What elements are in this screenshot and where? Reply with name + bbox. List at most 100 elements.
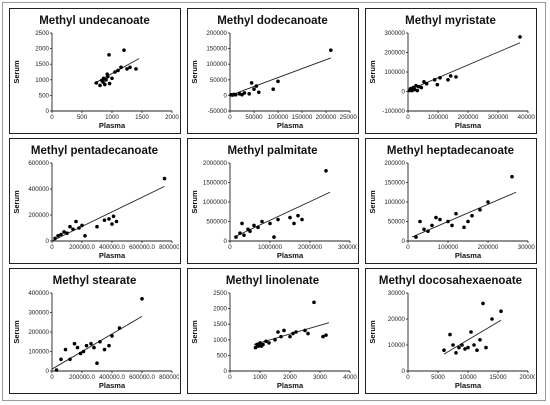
data-point [450, 223, 454, 228]
data-point [454, 75, 458, 79]
x-axis-label: Plasma [277, 251, 304, 260]
data-point [242, 233, 246, 237]
x-tick-label: 4000 [343, 374, 357, 381]
y-tick-label: 0 [224, 92, 228, 99]
y-tick-label: 0 [46, 238, 50, 245]
data-point [98, 339, 102, 344]
x-tick-label: 800000.0 [159, 374, 179, 381]
data-point [438, 76, 442, 80]
data-point [116, 68, 120, 73]
data-point [288, 334, 292, 339]
x-tick-label: 100000 [438, 244, 459, 251]
y-tick-label: 200000 [28, 212, 49, 219]
y-tick-label: 0 [224, 238, 228, 245]
x-tick-label: 150000 [292, 114, 313, 121]
y-tick-label: 2500 [35, 30, 49, 37]
data-point [472, 343, 476, 347]
x-axis-label: Plasma [455, 381, 482, 390]
y-tick-label: 0 [46, 108, 50, 115]
data-point [98, 83, 102, 88]
data-point [478, 338, 482, 342]
x-tick-label: 0 [406, 374, 410, 381]
data-point [264, 339, 268, 344]
data-point [490, 317, 494, 321]
y-tick-label: 50000 [388, 219, 406, 226]
y-tick-label: 600000 [28, 160, 49, 167]
data-point [481, 301, 485, 306]
data-point [463, 347, 467, 351]
data-point [242, 91, 247, 95]
x-tick-label: 2000 [283, 374, 297, 381]
scatter-panel: Methyl pentadecanoate 0 200000.0 400000.0 60… [9, 138, 181, 264]
y-tick-label: -50000 [208, 108, 228, 115]
data-point [434, 215, 438, 220]
y-tick-label: 1500000 [203, 180, 228, 187]
y-axis-label: Serum [368, 190, 377, 214]
data-point [435, 82, 440, 87]
y-tick-label: 500000 [206, 219, 227, 226]
regression-line [411, 191, 517, 238]
y-tick-label: 0 [46, 368, 50, 375]
data-point [257, 90, 261, 95]
data-point [273, 338, 277, 342]
x-tick-label: 400000.0 [99, 374, 125, 381]
x-tick-label: 0 [406, 114, 410, 121]
x-tick-label: 200000 [458, 114, 479, 121]
y-axis-label: Serum [368, 320, 377, 344]
x-tick-label: 2000 [165, 114, 179, 121]
scatter-panel: Methyl docosahexaenoate 0 5000 10000 15000 20… [365, 268, 537, 394]
data-point [247, 92, 251, 96]
x-tick-label: 20000 [519, 374, 535, 381]
data-point [104, 78, 108, 82]
x-tick-label: 0 [228, 374, 232, 381]
data-point [288, 215, 292, 220]
data-point [454, 351, 458, 355]
data-point [119, 65, 123, 70]
data-point [291, 331, 295, 336]
chart-title: Methyl pentadecanoate [31, 145, 158, 157]
data-point [62, 230, 66, 234]
data-point [415, 88, 420, 93]
y-tick-label: 200000 [384, 160, 405, 167]
data-point [234, 235, 238, 239]
x-tick-label: 15000 [489, 374, 507, 381]
y-tick-label: 400000 [28, 290, 49, 297]
y-tick-label: 0 [402, 89, 406, 96]
data-point [65, 231, 69, 235]
data-point [442, 348, 446, 352]
data-point [276, 217, 280, 222]
data-point [107, 81, 112, 86]
data-point [294, 330, 298, 334]
data-point [59, 232, 63, 237]
x-tick-label: 300000 [488, 114, 509, 121]
data-point [296, 213, 300, 218]
y-tick-label: 30000 [388, 290, 406, 297]
scatter-panel: Methyl stearate 0 200000.0 400000.0 600000.0… [9, 268, 181, 394]
x-tick-label: 800000.0 [159, 244, 179, 251]
data-point [59, 357, 63, 362]
data-point [106, 74, 110, 79]
x-tick-label: 0 [406, 244, 410, 251]
scatter-panel: Methyl palmitate 0 1000000 2000000 3000000 0 5… [187, 138, 359, 264]
scatter-chart: Methyl pentadecanoate 0 200000.0 400000.0 60… [12, 145, 179, 260]
data-point [478, 208, 482, 212]
y-tick-label: 1000000 [203, 199, 228, 206]
y-tick-label: 100000 [384, 199, 405, 206]
data-point [272, 235, 276, 239]
y-tick-label: 400000 [28, 186, 49, 193]
scatter-chart: Methyl linolenate 0 1000 2000 3000 4000 0 500 10… [190, 275, 357, 390]
x-tick-label: 200000.0 [69, 374, 95, 381]
data-point [253, 345, 258, 350]
x-axis-label: Plasma [277, 381, 304, 390]
data-point [518, 35, 522, 39]
x-tick-label: 100000 [268, 114, 289, 121]
y-axis-label: Serum [190, 320, 199, 344]
x-axis-label: Plasma [277, 121, 304, 130]
y-tick-label: 0 [224, 368, 228, 375]
data-point [430, 223, 434, 228]
scatter-chart: Methyl myristate 0 100000 200000 300000 40000… [368, 15, 535, 130]
data-point [122, 48, 126, 52]
y-tick-label: 2000 [213, 306, 227, 313]
data-point [75, 345, 80, 350]
